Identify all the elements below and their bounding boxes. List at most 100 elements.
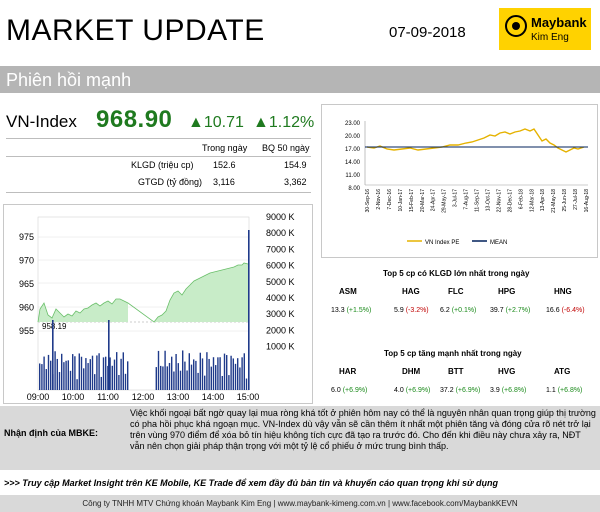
price-axis: 975 970 965 960 955 — [19, 232, 34, 336]
volume-bar — [52, 320, 54, 390]
pe-xtick: 30-Sep-16 — [365, 189, 371, 213]
pe-xtick: 24-Apr-17 — [431, 189, 437, 211]
pe-xtick: 3-Jul-17 — [453, 189, 459, 207]
time-tick: 12:00 — [132, 392, 155, 402]
price-tick: 970 — [19, 256, 34, 266]
stock-price: 39.7 — [490, 307, 504, 314]
volume-bar — [186, 370, 188, 390]
volume-bar — [80, 356, 83, 390]
volume-tick: 6000 K — [266, 261, 295, 271]
stock-price: 3.9 — [490, 387, 500, 394]
volume-bar — [85, 358, 87, 390]
pe-xtick: 15-Feb-17 — [409, 189, 415, 212]
volume-bar — [105, 356, 107, 390]
volume-tick: 7000 K — [266, 244, 295, 254]
col-header-today: Trong ngày — [202, 143, 248, 153]
pe-xtick: 7-Aug-17 — [464, 189, 470, 210]
volume-bar — [210, 366, 212, 390]
subtitle: Phiên hồi mạnh — [6, 70, 132, 90]
volume-bar — [67, 360, 69, 390]
stock-code: ASM — [339, 287, 357, 296]
stock-change: (+0.1%) — [451, 307, 477, 314]
volume-tick: 5000 K — [266, 277, 295, 287]
volume-bar — [166, 366, 168, 390]
volume-bar — [221, 375, 223, 390]
time-tick: 13:00 — [167, 392, 190, 402]
report-date: 07-09-2018 — [389, 24, 466, 41]
volume-bar — [230, 355, 232, 390]
pe-ytick: 8.00 — [348, 186, 360, 192]
volume-bar — [226, 355, 228, 390]
volume-bar — [72, 354, 74, 390]
volume-tick: 1000 K — [266, 342, 295, 352]
pe-xtick: 10-Jan-17 — [398, 189, 404, 212]
stat-label-value: GTGD (tỷ đồng) — [138, 177, 203, 187]
volume-tick: 4000 K — [266, 293, 295, 303]
volume-bar — [171, 356, 173, 390]
volume-bar — [43, 356, 45, 390]
volume-bar — [241, 357, 243, 390]
divider — [6, 156, 311, 157]
volume-bar — [228, 375, 230, 390]
volume-bar — [50, 360, 52, 390]
stock-value: 5.9 (-3.2%) — [394, 307, 429, 314]
price-tick: 965 — [19, 279, 34, 289]
volume-bar — [199, 352, 201, 390]
top-gainers-title: Top 5 cp tăng mạnh nhất trong ngày — [384, 349, 522, 358]
volume-bar — [168, 362, 171, 390]
pe-ytick: 23.00 — [345, 121, 361, 127]
stock-value: 3.9 (+6.8%) — [490, 387, 526, 394]
volume-bar — [208, 358, 210, 390]
volume-bar — [78, 353, 80, 390]
pe-legend-pe: VN Index PE — [425, 240, 459, 246]
volume-bar — [39, 363, 41, 390]
volume-bar — [118, 375, 120, 390]
price-tick: 975 — [19, 232, 34, 242]
volume-bar — [217, 357, 219, 390]
volume-tick: 8000 K — [266, 228, 295, 238]
volume-bar — [54, 351, 56, 390]
index-pct-value: 1.12% — [268, 114, 315, 131]
volume-bar — [212, 357, 215, 390]
volume-bars — [39, 230, 250, 390]
volume-bar — [41, 364, 43, 390]
stock-value: 4.0 (+6.9%) — [394, 387, 430, 394]
volume-bar — [248, 230, 250, 390]
footer-bar — [0, 495, 600, 512]
pe-xtick: 28-Dec-17 — [507, 189, 513, 213]
volume-bar — [239, 367, 241, 390]
stock-change: (-3.2%) — [405, 307, 429, 314]
volume-bar — [234, 363, 237, 390]
volume-bar — [190, 364, 193, 390]
volume-bar — [232, 358, 234, 390]
pe-xtick: 6-Feb-18 — [518, 189, 524, 210]
volume-bar — [206, 352, 208, 390]
volume-bar — [179, 370, 182, 390]
pe-xtick: 7-Dec-16 — [387, 189, 393, 210]
commentary-text: Việc khối ngoại bất ngờ quay lại mua ròn… — [130, 408, 596, 451]
price-line — [37, 262, 249, 323]
pe-xtick: 16-Aug-18 — [584, 189, 590, 213]
volume-bar — [69, 370, 72, 390]
volume-bar — [215, 365, 217, 390]
volume-bar — [91, 355, 94, 390]
page-title: MARKET UPDATE — [6, 14, 265, 47]
index-change-pct: ▲1.12% — [253, 114, 314, 132]
stock-change: (+6.9%) — [455, 387, 481, 394]
logo-sub: Kim Eng — [531, 32, 569, 43]
volume-tick: 3000 K — [266, 309, 295, 319]
stock-price: 5.9 — [394, 307, 404, 314]
volume-bar — [100, 376, 102, 390]
stock-change: (-6.4%) — [561, 307, 585, 314]
stock-change: (+6.9%) — [342, 387, 368, 394]
pe-ytick: 14.00 — [345, 160, 361, 166]
volume-bar — [96, 355, 98, 390]
volume-bar — [56, 358, 58, 390]
stock-code: FLC — [448, 287, 464, 296]
stock-price: 13.3 — [331, 307, 345, 314]
stat-avg-value: 3,362 — [284, 177, 307, 187]
volume-bar — [120, 358, 122, 390]
pe-xtick: 13-Apr-18 — [540, 189, 546, 211]
intraday-chart-panel: 958.19 975 970 965 960 955 9000 K 8000 K 7000 … — [3, 204, 313, 404]
pe-xtick: 12-Mar-18 — [529, 189, 535, 212]
